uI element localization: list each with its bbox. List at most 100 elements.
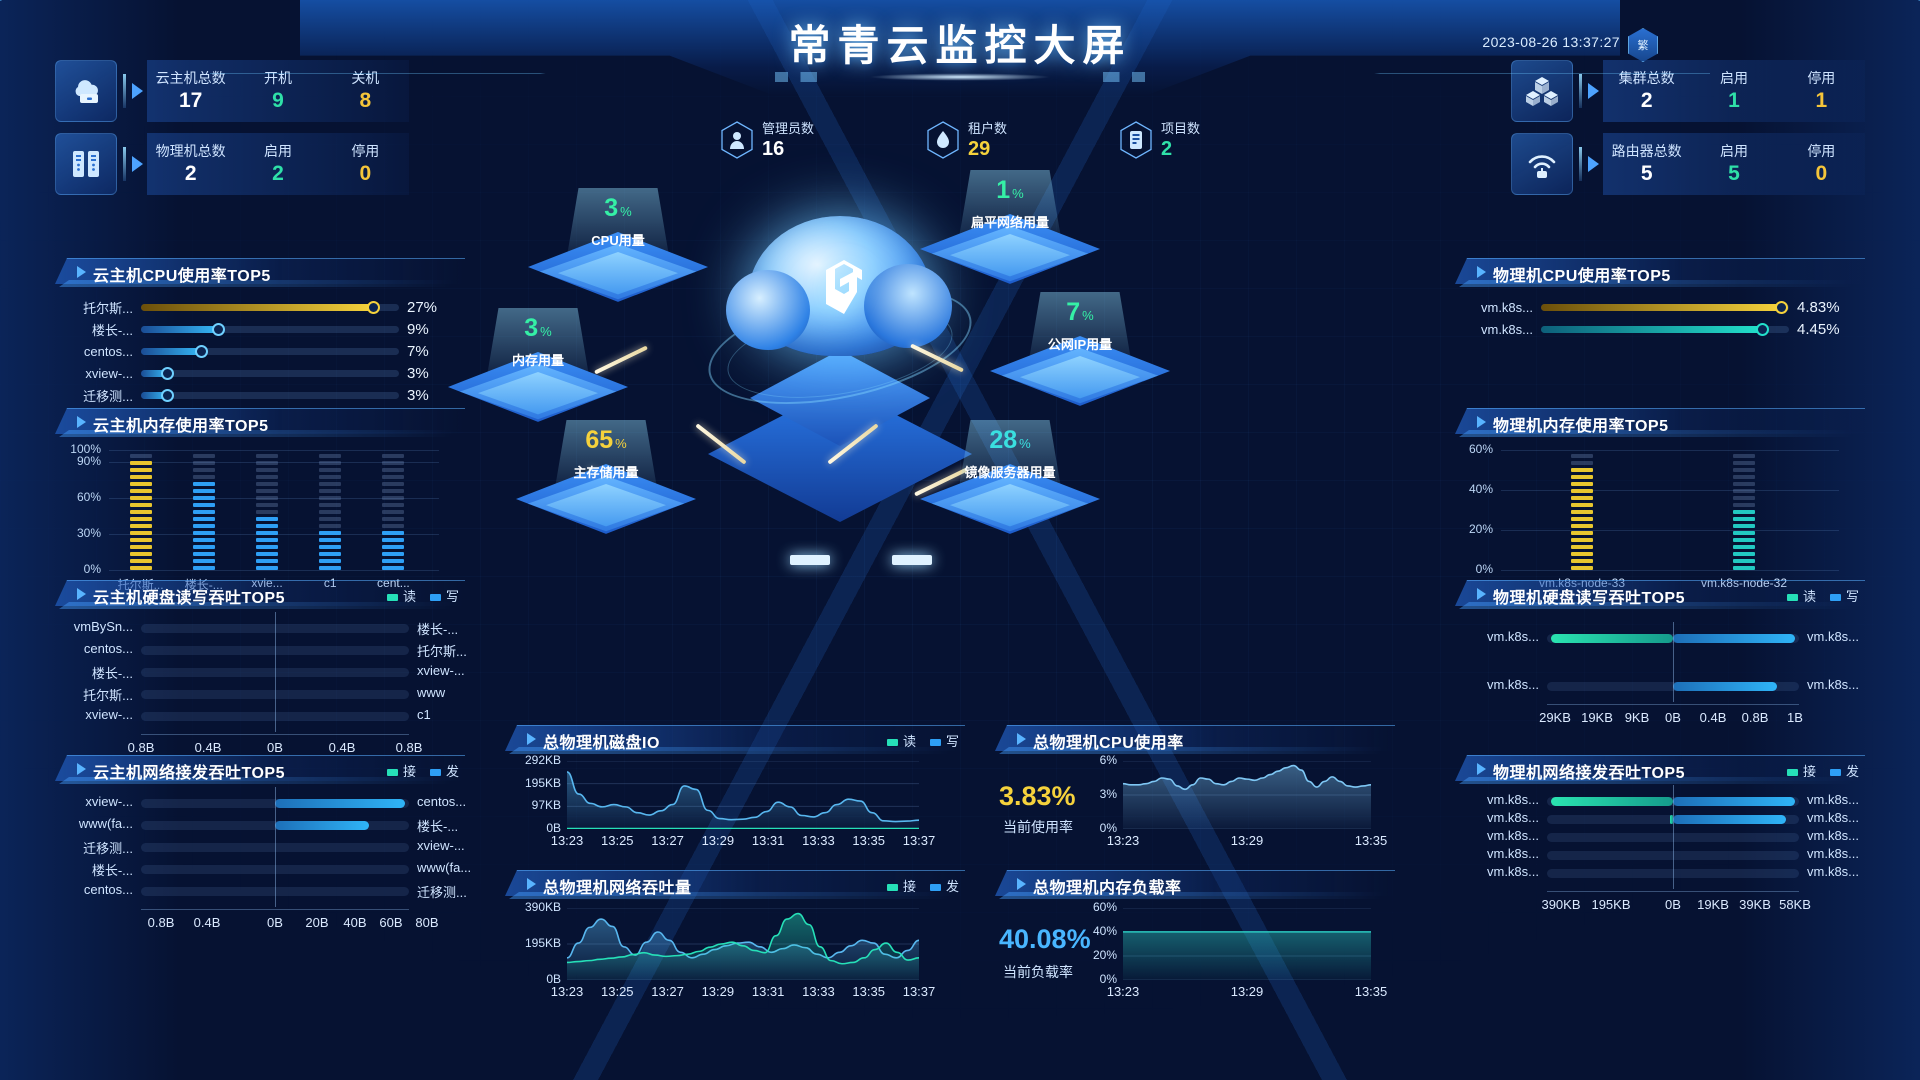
kpi-value: 9 (272, 89, 284, 112)
bi-bar-row[interactable]: 楼长-... xview-... (55, 663, 465, 681)
legend-read[interactable]: 读 (1786, 586, 1816, 605)
legend-write[interactable]: 写 (1829, 586, 1859, 605)
gridline (109, 462, 439, 463)
bi-bar-row[interactable]: vmBySn... 楼长-... (55, 619, 465, 637)
bi-right-label: vm.k8s... (1807, 629, 1860, 644)
top5-name: vm.k8s... (1480, 299, 1533, 315)
axis-y-label: 40% (1092, 924, 1117, 938)
tile-caption: 镜像服务器用量 (964, 465, 1056, 480)
tile-memory[interactable]: 3% 内存用量 (448, 308, 628, 430)
bi-bar-row[interactable]: 楼长-... www(fa... (55, 860, 471, 878)
axis-y-label: 0B (546, 821, 561, 835)
area-series (567, 908, 919, 980)
axis-x-label: 0B (1665, 897, 1681, 912)
top5-row[interactable]: vm.k8s... 4.83% (1461, 296, 1859, 318)
chevron-right-icon (1477, 266, 1486, 278)
legend-recv[interactable]: 接 (386, 761, 416, 780)
tile-percent: 3% (524, 314, 552, 342)
top5-row[interactable]: 楼长-... 9% (61, 318, 459, 340)
axis-x-label: 0.4B (194, 740, 222, 755)
language-toggle-button[interactable]: 繁 (1628, 28, 1658, 62)
chevron-right-icon (1477, 416, 1486, 428)
top5-row[interactable]: xview-... 3% (61, 362, 459, 384)
legend-send[interactable]: 发 (429, 761, 459, 780)
bi-right-bar (275, 799, 405, 808)
legend-write[interactable]: 写 (929, 731, 959, 750)
cloud-shape (726, 216, 952, 356)
stat-value: 16 (762, 137, 785, 160)
tile-cpu[interactable]: 3% CPU用量 (528, 188, 708, 310)
bi-bar-row[interactable]: www(fa... 楼长-... (55, 816, 465, 834)
top5-row[interactable]: centos... 7% (61, 340, 459, 362)
panel-header: 物理机硬盘读写吞吐TOP5 读 写 (1455, 580, 1865, 609)
bi-bar-row[interactable]: vm.k8s... vm.k8s... (1455, 864, 1865, 879)
tile-image-server[interactable]: 28% 镜像服务器用量 (920, 420, 1100, 542)
gridline (1501, 530, 1839, 531)
top5-row[interactable]: vm.k8s... 4.45% (1461, 318, 1859, 340)
stat-label: 管理员数 (762, 120, 815, 136)
kpi-cell-on: 启用 5 (1690, 142, 1777, 186)
legend-send[interactable]: 发 (929, 876, 959, 895)
stat-projects[interactable]: 项目数 2 (1119, 120, 1200, 161)
total-cpu-chart: 3.83% 当前使用率 6% 3% 0% 13:23 13:29 13:35 (995, 753, 1395, 865)
tile-caption: 内存用量 (511, 353, 564, 368)
chevron-right-icon (1588, 83, 1599, 99)
bi-bar-row[interactable]: vm.k8s... vm.k8s... (1455, 810, 1865, 825)
panel-title: 物理机内存使用率TOP5 (1493, 418, 1669, 435)
bi-bar-row[interactable]: vm.k8s... vm.k8s... (1455, 792, 1865, 807)
bi-bar-row[interactable]: vm.k8s... vm.k8s... (1455, 677, 1865, 692)
kpi-label: 开机 (263, 70, 292, 86)
top5-name: 楼长-... (91, 322, 133, 338)
legend-read[interactable]: 读 (386, 586, 416, 605)
bi-left-label: vm.k8s... (1486, 810, 1539, 825)
bi-left-label: vm.k8s... (1486, 677, 1539, 692)
axis-x-label: 13:37 (902, 984, 936, 999)
bi-right-label: xview-... (417, 663, 465, 678)
kpi-row-host[interactable]: 物理机总数 2 启用 2 停用 0 (55, 133, 409, 195)
bi-bar-row[interactable]: xview-... c1 (55, 707, 465, 722)
bi-bar-row[interactable]: vm.k8s... vm.k8s... (1455, 828, 1865, 843)
bi-bar-row[interactable]: centos... 迁移测... (55, 882, 467, 900)
top5-track (141, 388, 399, 402)
kpi-label: 路由器总数 (1611, 143, 1682, 159)
host-cpu-top5-chart: vm.k8s... 4.83% vm.k8s... 4.45% (1455, 286, 1865, 340)
bi-bar-row[interactable]: 迁移测... xview-... (55, 838, 465, 856)
axis-x-label: 40B (343, 915, 367, 930)
axis-x-label: 60B (379, 915, 403, 930)
tile-flat-network[interactable]: 1% 扁平网络用量 (920, 170, 1100, 292)
bi-bar-row[interactable]: xview-... centos... (55, 794, 466, 809)
kpi-value: 8 (359, 89, 372, 112)
bi-track (141, 646, 409, 655)
gridline (109, 570, 439, 571)
bi-right-label: centos... (417, 794, 467, 809)
kpi-label: 启用 (263, 143, 292, 159)
bi-right-label: c1 (417, 707, 431, 722)
bi-track (1547, 851, 1799, 860)
legend-read[interactable]: 读 (886, 731, 916, 750)
kpi-cell-on: 启用 2 (234, 142, 321, 186)
tile-primary-storage[interactable]: 65% 主存储用量 (516, 420, 696, 542)
bi-bar-row[interactable]: centos... 托尔斯... (55, 641, 467, 659)
top5-row[interactable]: 托尔斯... 27% (61, 296, 459, 318)
bi-right-label: xview-... (417, 838, 465, 853)
panel-title: 云主机硬盘读写吞吐TOP5 (93, 590, 286, 607)
bi-bar-row[interactable]: vm.k8s... vm.k8s... (1455, 846, 1865, 861)
axis-y-label: 60% (1468, 442, 1493, 456)
bi-left-bar (1551, 797, 1673, 806)
bi-bar-row[interactable]: vm.k8s... vm.k8s... (1455, 629, 1865, 644)
legend-recv[interactable]: 接 (886, 876, 916, 895)
project-doc-icon (1119, 121, 1153, 159)
axis-y-label: 97KB (531, 798, 561, 813)
tile-public-ip[interactable]: 7% 公网IP用量 (990, 292, 1170, 414)
vm-mem-top5-chart: 100%90%60%30%0%托尔斯...楼长-...xvie...c1cent… (55, 436, 465, 596)
stat-tenants[interactable]: 租户数 29 (926, 120, 1007, 161)
platform-glow (892, 555, 932, 565)
bi-bar-row[interactable]: 托尔斯... www (55, 685, 465, 703)
kpi-row-router[interactable]: 路由器总数 5 启用 5 停用 0 (1511, 133, 1865, 195)
legend-write[interactable]: 写 (429, 586, 459, 605)
legend-send[interactable]: 发 (1829, 761, 1859, 780)
stat-admins[interactable]: 管理员数 16 (720, 120, 814, 161)
kpi-value: 0 (1815, 162, 1828, 185)
top5-row[interactable]: 迁移测... 3% (61, 384, 459, 406)
legend-recv[interactable]: 接 (1786, 761, 1816, 780)
